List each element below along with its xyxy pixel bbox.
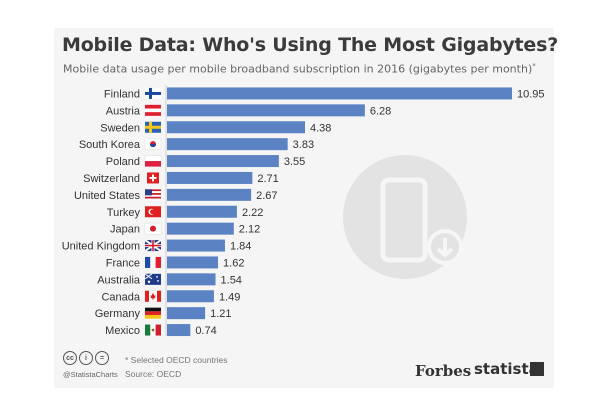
value-label: 2.67 <box>256 190 277 202</box>
bar-south-korea <box>167 138 288 151</box>
category-label: France <box>106 257 140 269</box>
turkey-flag-icon <box>145 206 161 218</box>
bar-turkey <box>167 205 237 218</box>
france-flag-icon <box>145 256 161 268</box>
bar-poland <box>167 155 279 168</box>
value-label: 4.38 <box>310 122 331 134</box>
value-label: 1.21 <box>210 308 231 320</box>
value-label: 2.22 <box>242 207 263 219</box>
germany-flag-icon <box>145 307 161 319</box>
footnote: * Selected OECD countries <box>125 355 228 365</box>
value-labels-group: 10.95 6.28 4.38 3.83 3.55 2.71 2.67 2.22 2.12 1.8… <box>195 88 544 337</box>
bar-mexico <box>167 324 191 337</box>
bar-austria <box>167 104 365 117</box>
japan-flag-icon <box>144 222 162 235</box>
value-label: 1.84 <box>230 241 251 253</box>
license-icons: cc i = <box>63 351 109 365</box>
source-text: Source: OECD <box>125 369 182 379</box>
austria-flag-icon <box>145 104 161 116</box>
category-label: Japan <box>110 224 140 236</box>
category-label: United States <box>74 190 141 202</box>
poland-flag-icon <box>144 155 162 167</box>
south-korea-flag-icon <box>144 138 162 150</box>
value-label: 2.12 <box>239 224 260 236</box>
value-label: 2.71 <box>257 173 278 185</box>
value-label: 1.54 <box>221 274 242 286</box>
flags-group <box>144 87 162 336</box>
bars-group <box>167 87 512 337</box>
bar-switzerland <box>167 171 253 184</box>
category-label: Mexico <box>105 325 140 337</box>
category-label: Finland <box>104 88 140 100</box>
value-label: 3.83 <box>293 139 314 151</box>
bar-finland <box>167 87 512 100</box>
bar-sweden <box>167 121 305 134</box>
bar-united-states <box>167 188 252 201</box>
bar-united-kingdom <box>167 239 225 252</box>
category-label: Australia <box>97 274 141 286</box>
bar-japan <box>167 222 234 235</box>
statista-logo-mark <box>530 362 544 376</box>
bar-australia <box>167 273 216 286</box>
category-label: South Korea <box>79 139 141 151</box>
category-label: Poland <box>106 156 140 168</box>
category-label: Germany <box>95 308 141 320</box>
category-label: Turkey <box>107 207 141 219</box>
category-label: Switzerland <box>83 173 140 185</box>
no-derivatives-icon: = <box>95 351 109 365</box>
subtitle-mark: * <box>532 62 536 70</box>
value-label: 1.49 <box>219 291 240 303</box>
value-label: 10.95 <box>517 88 545 100</box>
value-label: 6.28 <box>370 105 391 117</box>
value-label: 1.62 <box>223 257 244 269</box>
creative-commons-icon: cc <box>63 351 77 365</box>
united-states-flag-icon <box>145 189 161 201</box>
australia-flag-icon <box>144 273 161 285</box>
finland-flag-icon <box>145 87 161 99</box>
category-label: Austria <box>106 105 141 117</box>
category-labels-group: Finland Austria Sweden South Korea Poland Swi… <box>62 88 141 337</box>
canada-flag-icon <box>144 290 162 302</box>
bar-canada <box>167 290 214 303</box>
mexico-flag-icon <box>145 324 161 336</box>
bar-france <box>167 256 219 269</box>
statista-handle: @StatistaCharts <box>63 370 118 379</box>
category-label: United Kingdom <box>62 241 140 253</box>
statista-logo: statista <box>474 360 539 378</box>
category-label: Sweden <box>100 122 140 134</box>
switzerland-flag-icon <box>147 172 159 184</box>
category-label: Canada <box>101 291 140 303</box>
forbes-logo: Forbes <box>415 362 472 380</box>
chart-subtitle: Mobile data usage per mobile broadband s… <box>63 62 536 76</box>
bar-germany <box>167 307 206 320</box>
value-label: 3.55 <box>284 156 305 168</box>
attribution-icon: i <box>79 351 93 365</box>
subtitle-text: Mobile data usage per mobile broadband s… <box>63 62 533 76</box>
united-kingdom-flag-icon <box>144 239 162 252</box>
chart-title: Mobile Data: Who's Using The Most Gigaby… <box>62 34 559 56</box>
value-label: 0.74 <box>195 325 216 337</box>
phone-download-icon <box>343 155 467 279</box>
sweden-flag-icon <box>145 121 161 133</box>
